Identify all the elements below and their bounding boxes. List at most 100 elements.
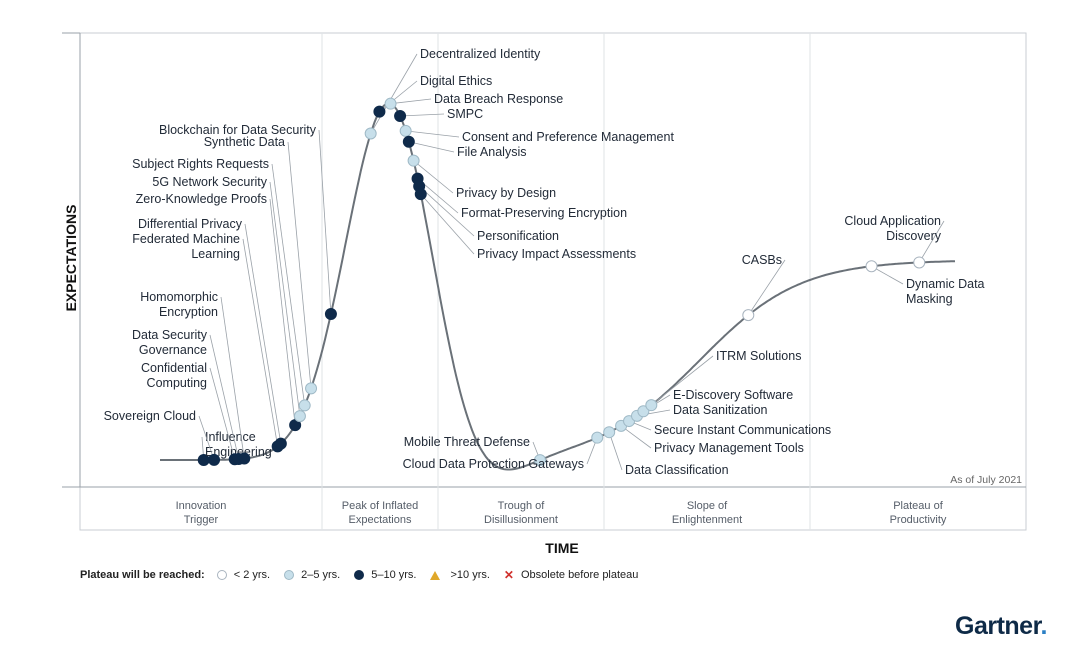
point-label: SMPC — [447, 107, 483, 121]
legend-title: Plateau will be reached: — [80, 569, 205, 581]
point-label: Sovereign Cloud — [104, 409, 196, 423]
legend-label: Obsolete before plateau — [520, 569, 639, 581]
data-point — [384, 97, 397, 110]
point-label: Differential Privacy — [138, 217, 243, 231]
data-point — [637, 405, 650, 418]
data-point — [407, 154, 420, 167]
data-point — [364, 127, 377, 140]
data-point — [208, 453, 221, 466]
yellow-triangle-icon — [430, 570, 441, 580]
brand-mark: . — [1040, 612, 1047, 640]
phase-label: Plateau of Productivity — [890, 500, 947, 526]
data-point — [603, 426, 616, 439]
phase-label: Slope of Enlightenment — [672, 500, 742, 526]
phase-label: Innovation Trigger — [176, 500, 227, 526]
red-x-icon: ✕ — [503, 568, 514, 582]
point-label: Cloud Data Protection Gateways — [403, 457, 584, 471]
light-blue-dot-icon — [284, 570, 295, 580]
legend-label: >10 yrs. — [450, 569, 490, 581]
leader-line — [871, 265, 904, 285]
leader-line — [287, 141, 312, 389]
y-axis-title: EXPECTATIONS — [63, 205, 79, 312]
point-label: Zero-Knowledge Proofs — [136, 192, 267, 206]
point-label: Secure Instant Communications — [654, 423, 831, 437]
white-dot-icon — [216, 570, 227, 580]
leader-line — [418, 185, 475, 237]
legend-item-gt10: >10 yrs. — [430, 569, 490, 581]
legend-item-obsolete: ✕ Obsolete before plateau — [504, 568, 638, 582]
leader-line — [405, 130, 460, 138]
point-label: Privacy Impact Assessments — [477, 247, 636, 261]
legend: Plateau will be reached: < 2 yrs. 2–5 yr… — [80, 566, 652, 584]
data-point — [298, 399, 311, 412]
data-point — [913, 256, 926, 269]
data-point — [534, 454, 547, 467]
gartner-logo: Gartner. — [955, 612, 1047, 641]
point-label: Blockchain for Data Security — [159, 123, 317, 137]
data-point — [414, 188, 427, 201]
leader-line — [244, 223, 282, 444]
leader-line — [271, 163, 306, 406]
point-label: Data Security Governance — [132, 328, 208, 357]
leader-line — [747, 259, 786, 316]
point-label: E-Discovery Software — [673, 388, 793, 402]
point-label: Privacy Management Tools — [654, 441, 804, 455]
point-label: CASBs — [742, 253, 782, 267]
data-point — [324, 308, 337, 321]
point-label: Mobile Threat Defense — [404, 435, 530, 449]
data-point — [238, 452, 251, 465]
point-label: Dynamic Data Masking — [906, 277, 985, 306]
leader-line — [413, 160, 454, 194]
x-axis-title: TIME — [545, 540, 578, 556]
leader-line — [242, 238, 279, 447]
point-label: 5G Network Security — [152, 175, 267, 189]
data-point — [394, 109, 407, 122]
point-label: Data Classification — [625, 463, 729, 477]
leader-line — [390, 98, 432, 105]
legend-label: 2–5 yrs. — [301, 569, 341, 581]
leader-line — [400, 113, 445, 117]
data-point — [305, 382, 318, 395]
point-label: Data Breach Response — [434, 92, 563, 106]
legend-label: 5–10 yrs. — [371, 569, 417, 581]
leader-line — [420, 193, 475, 255]
point-label: Confidential Computing — [141, 361, 207, 390]
data-point — [373, 105, 386, 118]
leader-line — [209, 334, 240, 460]
as-of-note: As of July 2021 — [950, 474, 1022, 486]
legend-label: < 2 yrs. — [233, 569, 271, 581]
leader-line — [918, 220, 945, 263]
leader-line — [608, 432, 623, 471]
point-label: ITRM Solutions — [716, 349, 801, 363]
point-label: Subject Rights Requests — [132, 157, 269, 171]
navy-dot-icon — [354, 570, 365, 580]
point-label: Decentralized Identity — [420, 47, 541, 61]
point-label: Influence Engineering — [205, 430, 272, 459]
data-point — [645, 399, 658, 412]
data-point — [399, 124, 412, 137]
data-point — [742, 309, 755, 322]
point-label: Synthetic Data — [204, 135, 285, 149]
data-point — [591, 431, 604, 444]
leader-line — [220, 296, 245, 459]
point-label: Cloud Application Discovery — [844, 214, 941, 243]
point-label: File Analysis — [457, 145, 526, 159]
brand-name: Gartner — [955, 612, 1041, 640]
phase-label: Peak of Inflated Expectations — [342, 500, 418, 526]
leader-line — [209, 367, 236, 460]
data-point — [402, 135, 415, 148]
point-label: Consent and Preference Management — [462, 130, 674, 144]
point-label: Homomorphic Encryption — [140, 290, 218, 319]
legend-item-lt2: < 2 yrs. — [216, 569, 271, 581]
point-label: Federated Machine Learning — [132, 232, 240, 261]
data-point — [865, 260, 878, 273]
leader-line — [269, 181, 301, 417]
point-label: Personification — [477, 229, 559, 243]
leader-line — [269, 198, 296, 426]
leader-line — [370, 53, 418, 134]
leader-line — [408, 141, 455, 153]
data-point — [274, 437, 287, 450]
plot-frame — [79, 32, 1027, 531]
point-label: Privacy by Design — [456, 186, 556, 200]
legend-item-5to10: 5–10 yrs. — [354, 569, 416, 581]
